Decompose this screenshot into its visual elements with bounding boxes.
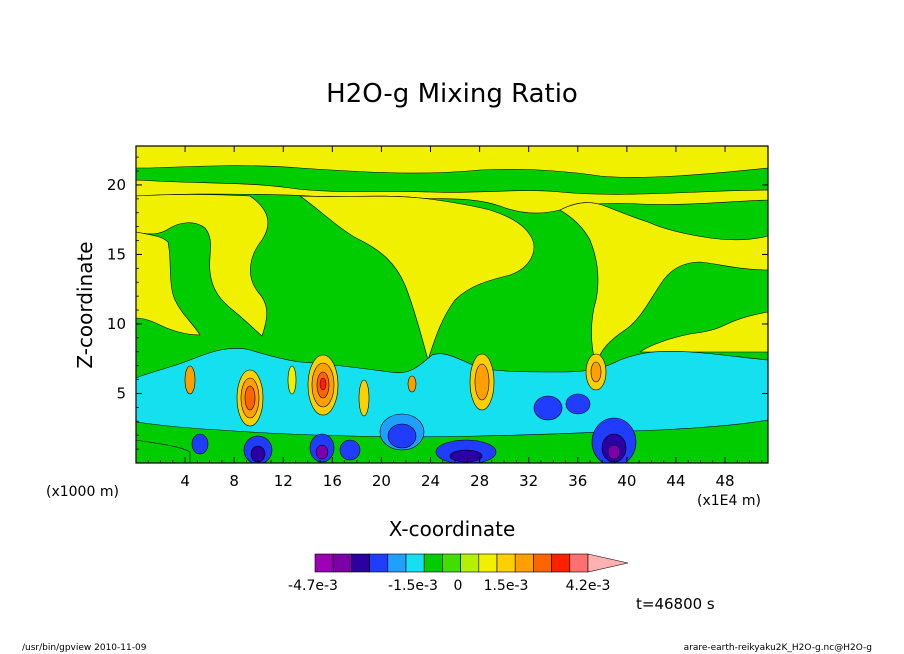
x-tick-label: 16 <box>323 472 342 490</box>
upper-yellow-region <box>136 146 768 178</box>
colorbar-label: -1.5e-3 <box>388 578 438 594</box>
x-unit-right: (x1E4 m) <box>697 493 761 509</box>
stratosphere-yellow-band <box>136 179 768 214</box>
footer-right: arare-earth-reikyaku2K_H2O-g.nc@H2O-g <box>684 643 872 653</box>
colorbar-swatch <box>351 553 370 573</box>
negative-cores <box>191 393 637 463</box>
x-tick-label: 48 <box>716 472 735 490</box>
time-annotation: t=46800 s <box>636 595 715 613</box>
contour-field <box>136 146 768 463</box>
x-tick-label: 36 <box>568 472 587 490</box>
x-tick-label: 44 <box>666 472 685 490</box>
x-axis-label: X-coordinate <box>389 517 516 541</box>
x-tick-label: 4 <box>180 472 190 490</box>
central-yellow-lobe <box>298 195 535 362</box>
colorbar-label: -4.7e-3 <box>288 578 338 594</box>
colorbar-swatch <box>332 553 352 573</box>
plot-frame <box>135 145 769 464</box>
colorbar-swatch <box>569 553 589 573</box>
cyan-boundary-layer <box>136 348 768 438</box>
colorbar-swatch <box>387 553 407 573</box>
y-tick-label: 5 <box>116 384 126 402</box>
x-tick-label: 40 <box>617 472 636 490</box>
colorbar-swatch <box>369 553 389 573</box>
colorbar-label: 4.2e-3 <box>566 578 611 594</box>
colorbar-label: 0 <box>454 578 463 594</box>
y-axis: 5 10 15 20 <box>107 156 768 450</box>
colorbar-swatch <box>514 553 534 573</box>
colorbar-swatch <box>533 553 552 573</box>
colorbar-swatch <box>442 553 461 573</box>
chart-title: H2O-g Mixing Ratio <box>326 79 578 109</box>
mid-right-yellow-lobe <box>639 311 768 353</box>
surface-green-strip <box>136 439 191 463</box>
colorbar-swatch <box>551 553 571 573</box>
far-left-yellow-strip <box>136 231 201 336</box>
colorbar <box>314 553 629 573</box>
positive-cores <box>184 353 607 427</box>
x-axis: 4 8 12 16 20 24 28 32 36 40 44 48 <box>147 146 763 490</box>
colorbar-swatch <box>423 553 443 573</box>
colorbar-swatch <box>496 553 516 573</box>
x-tick-label: 24 <box>421 472 440 490</box>
x-tick-label: 32 <box>519 472 538 490</box>
left-yellow-lobe <box>136 194 269 337</box>
footer-left: /usr/bin/gpview 2010-11-09 <box>22 643 147 653</box>
x-tick-label: 12 <box>274 472 293 490</box>
colorbar-swatch <box>405 553 425 573</box>
x-tick-label: 28 <box>470 472 489 490</box>
right-yellow-lobe <box>559 202 768 367</box>
x-tick-label: 8 <box>229 472 239 490</box>
x-unit-left: (x1000 m) <box>46 484 119 500</box>
colorbar-swatch <box>460 553 480 573</box>
colorbar-extension-arrow <box>587 553 629 573</box>
colorbar-label: 1.5e-3 <box>484 578 529 594</box>
colorbar-labels: -4.7e-3 -1.5e-3 0 1.5e-3 4.2e-3 <box>288 578 610 594</box>
x-tick-label: 20 <box>372 472 391 490</box>
y-tick-label: 10 <box>107 315 126 333</box>
y-tick-label: 15 <box>107 245 126 263</box>
colorbar-swatch <box>314 553 334 573</box>
y-axis-label: Z-coordinate <box>73 241 97 368</box>
y-tick-label: 20 <box>107 176 126 194</box>
colorbar-swatch <box>478 553 498 573</box>
